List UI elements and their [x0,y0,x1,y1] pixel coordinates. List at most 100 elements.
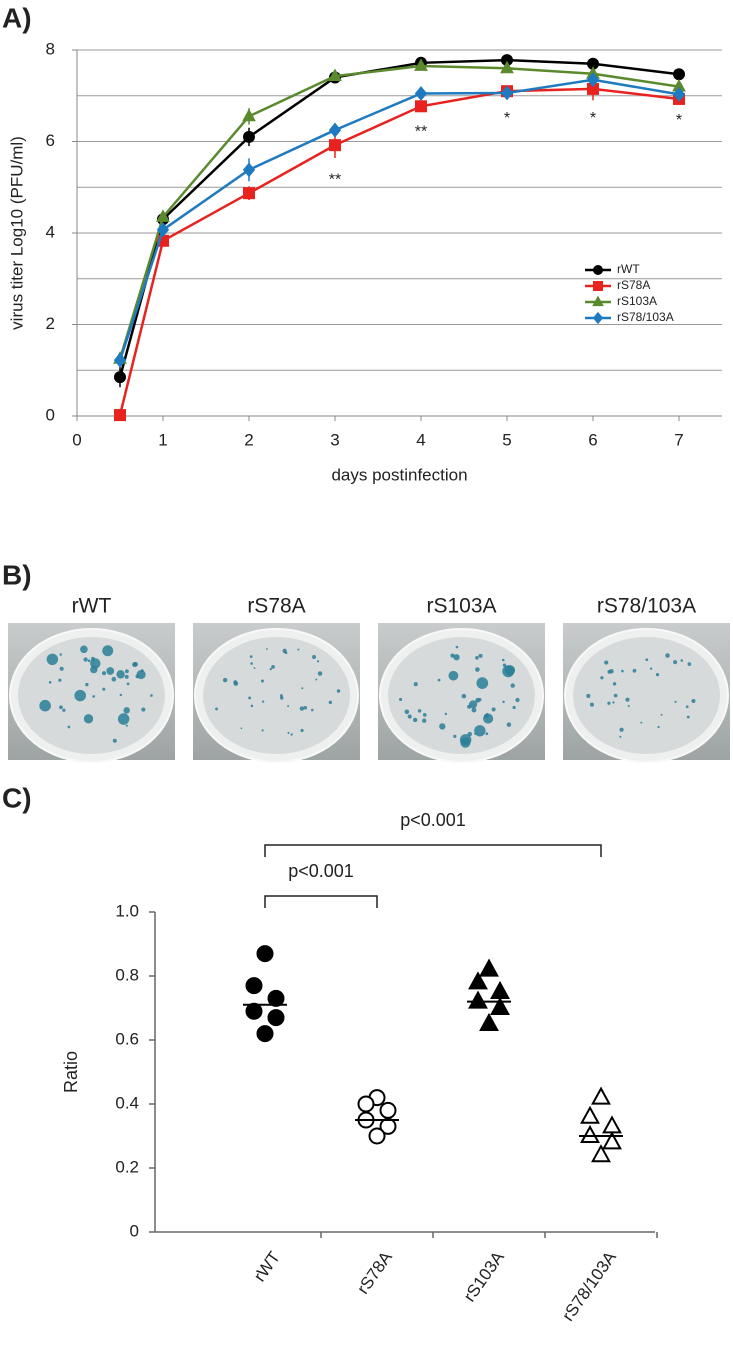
plaque [478,653,483,658]
plaque [627,704,630,708]
plaque [269,667,272,671]
plaque [67,725,71,729]
y-tick-label: 0 [130,1221,139,1240]
plaque [674,700,677,703]
plaque [501,658,505,662]
x-tick-label: 6 [588,430,597,449]
legend-label: rS78A [617,278,650,292]
plaque [649,667,653,670]
y-tick-label: 8 [46,39,55,58]
plaque [404,709,410,715]
legend-label: rS103A [617,294,657,308]
plaque [471,707,477,713]
x-tick-label: 4 [416,430,425,449]
plaque [303,705,308,710]
plaque [240,727,243,730]
plate-well [573,637,720,754]
plaque [484,713,489,719]
legend-label: rS78/103A [617,310,674,324]
plaque [287,731,290,734]
plaque [439,723,446,730]
marker [592,295,604,307]
y-tick-label: 0.4 [115,1093,139,1112]
marker [672,86,686,102]
significance: ** [329,172,341,189]
plaque [250,662,253,665]
significance: * [590,110,596,127]
plate-well [388,637,535,754]
plaque [604,660,609,665]
plaque [301,687,304,690]
marker [256,945,274,963]
significance: * [676,112,682,129]
plaque [266,648,268,650]
marker [242,162,256,178]
plaque [80,645,88,654]
marker [414,86,428,101]
y-tick-label: 4 [46,222,55,241]
marker [593,265,603,275]
x-tick-label: rS78A [353,1247,396,1297]
plaque [502,663,507,667]
plaque [271,664,275,669]
x-axis-title: days postinfection [331,465,467,484]
plaque [512,705,516,710]
plaque [124,674,129,679]
plaque [399,697,403,701]
marker [586,72,600,88]
plaque [476,677,489,689]
plate-title: rS78A [247,595,305,618]
marker [245,1002,263,1020]
plaque [673,660,678,665]
plaque [502,700,505,704]
plaque [407,714,412,719]
marker [379,1101,397,1119]
plate-title: rS103A [426,595,496,618]
plaque [665,653,670,658]
plaque [640,721,643,724]
plaque [297,648,300,651]
marker [468,971,488,990]
plaque [467,731,473,737]
plaque [685,705,689,709]
plaque [612,701,615,704]
plaque [412,717,418,723]
marker [602,1131,622,1150]
plaque [607,701,611,705]
plaque [117,713,130,725]
x-tick-label: 5 [502,430,511,449]
x-tick-label: rWT [250,1248,284,1285]
marker [580,1124,600,1143]
plaque [83,657,88,662]
plaque [455,645,459,649]
plaque [116,670,125,679]
y-axis-title: Ratio [61,1051,81,1093]
x-tick-label: 1 [158,430,167,449]
marker [580,1105,600,1124]
plaque [299,706,305,711]
y-tick-label: 2 [46,314,55,333]
plaque [39,699,51,712]
marker [156,222,170,238]
marker [602,1115,622,1134]
plaque [469,700,478,709]
marker [591,1086,611,1105]
marker [114,371,126,384]
plaque [328,700,333,705]
plaque [123,707,130,714]
plaque [660,713,663,716]
plaque [260,679,264,683]
marker [490,980,510,999]
bracket [264,844,602,857]
plaque [336,689,341,693]
plaque [474,725,486,737]
plaque [632,668,637,673]
plaque [48,681,52,684]
marker [673,68,685,81]
plaque [287,705,290,708]
plaque [310,708,314,712]
marker [490,996,510,1015]
plaque [119,693,123,697]
plaque [655,672,660,677]
